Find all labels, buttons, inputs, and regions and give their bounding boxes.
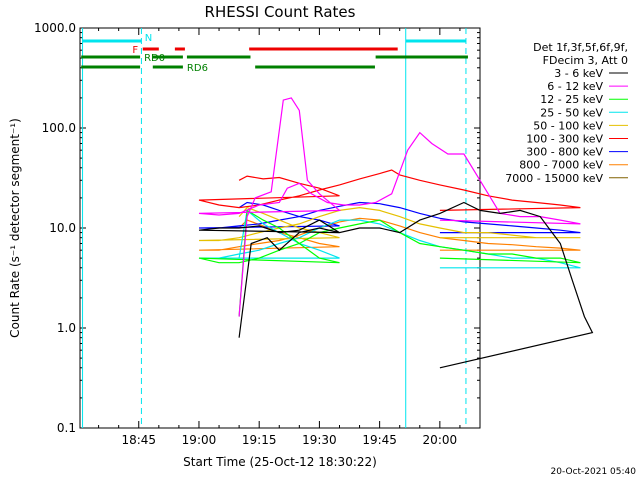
x-tick-label: 19:15 bbox=[242, 433, 277, 447]
legend-entry: 7000 - 15000 keV bbox=[505, 172, 603, 185]
series-line bbox=[198, 97, 581, 317]
y-tick-label: 1.0 bbox=[57, 321, 76, 335]
series-line bbox=[198, 217, 581, 251]
x-axis-label: Start Time (25-Oct-12 18:30:22) bbox=[183, 455, 377, 469]
chart-title: RHESSI Count Rates bbox=[205, 3, 356, 21]
y-tick-label: 100.0 bbox=[42, 121, 76, 135]
legend-header-line-2: FDecim 3, Att 0 bbox=[543, 54, 628, 67]
legend-entry: 12 - 25 keV bbox=[540, 93, 603, 106]
x-tick-label: 20:00 bbox=[423, 433, 458, 447]
x-tick-label: 19:00 bbox=[182, 433, 217, 447]
series-line bbox=[198, 201, 594, 369]
x-tick-label: 18:45 bbox=[121, 433, 156, 447]
series-line bbox=[198, 206, 581, 242]
legend-header-line-1: Det 1f,3f,5f,6f,9f, bbox=[533, 41, 628, 54]
x-tick-label: 19:45 bbox=[362, 433, 397, 447]
night-flag-label: N bbox=[145, 33, 152, 44]
footer-timestamp: 20-Oct-2021 05:40 bbox=[551, 467, 637, 477]
y-axis-label: Count Rate (s⁻¹ detector segment⁻¹) bbox=[8, 118, 22, 338]
status-flags: NF RD0 RD6 bbox=[81, 33, 468, 74]
y-tick-label: 10.0 bbox=[49, 221, 76, 235]
flare-flag-label: F bbox=[132, 45, 138, 56]
y-tick-label: 0.1 bbox=[57, 421, 76, 435]
legend: Det 1f,3f,5f,6f,9f, FDecim 3, Att 0 3 - … bbox=[505, 41, 628, 185]
vertical-markers bbox=[82, 28, 467, 428]
legend-entry: 25 - 50 keV bbox=[540, 106, 603, 119]
legend-entry: 50 - 100 keV bbox=[533, 119, 603, 132]
legend-entry: 3 - 6 keV bbox=[554, 67, 603, 80]
y-axis: 0.1 1.0 10.0 100.0 1000.0 bbox=[34, 21, 480, 435]
x-tick-label: 19:30 bbox=[302, 433, 337, 447]
y-tick-label: 1000.0 bbox=[34, 21, 76, 35]
series-line bbox=[198, 169, 581, 211]
x-axis: 18:45 19:00 19:15 19:30 19:45 20:00 bbox=[98, 28, 481, 447]
legend-entry: 100 - 300 keV bbox=[526, 133, 603, 146]
legend-entry: 6 - 12 keV bbox=[547, 80, 603, 93]
legend-entry: 300 - 800 keV bbox=[526, 146, 603, 159]
legend-entry: 800 - 7000 keV bbox=[519, 159, 603, 172]
rd6-flag-label: RD6 bbox=[187, 63, 208, 74]
series-lines bbox=[198, 97, 594, 369]
rd0-flag-label: RD0 bbox=[144, 53, 165, 64]
